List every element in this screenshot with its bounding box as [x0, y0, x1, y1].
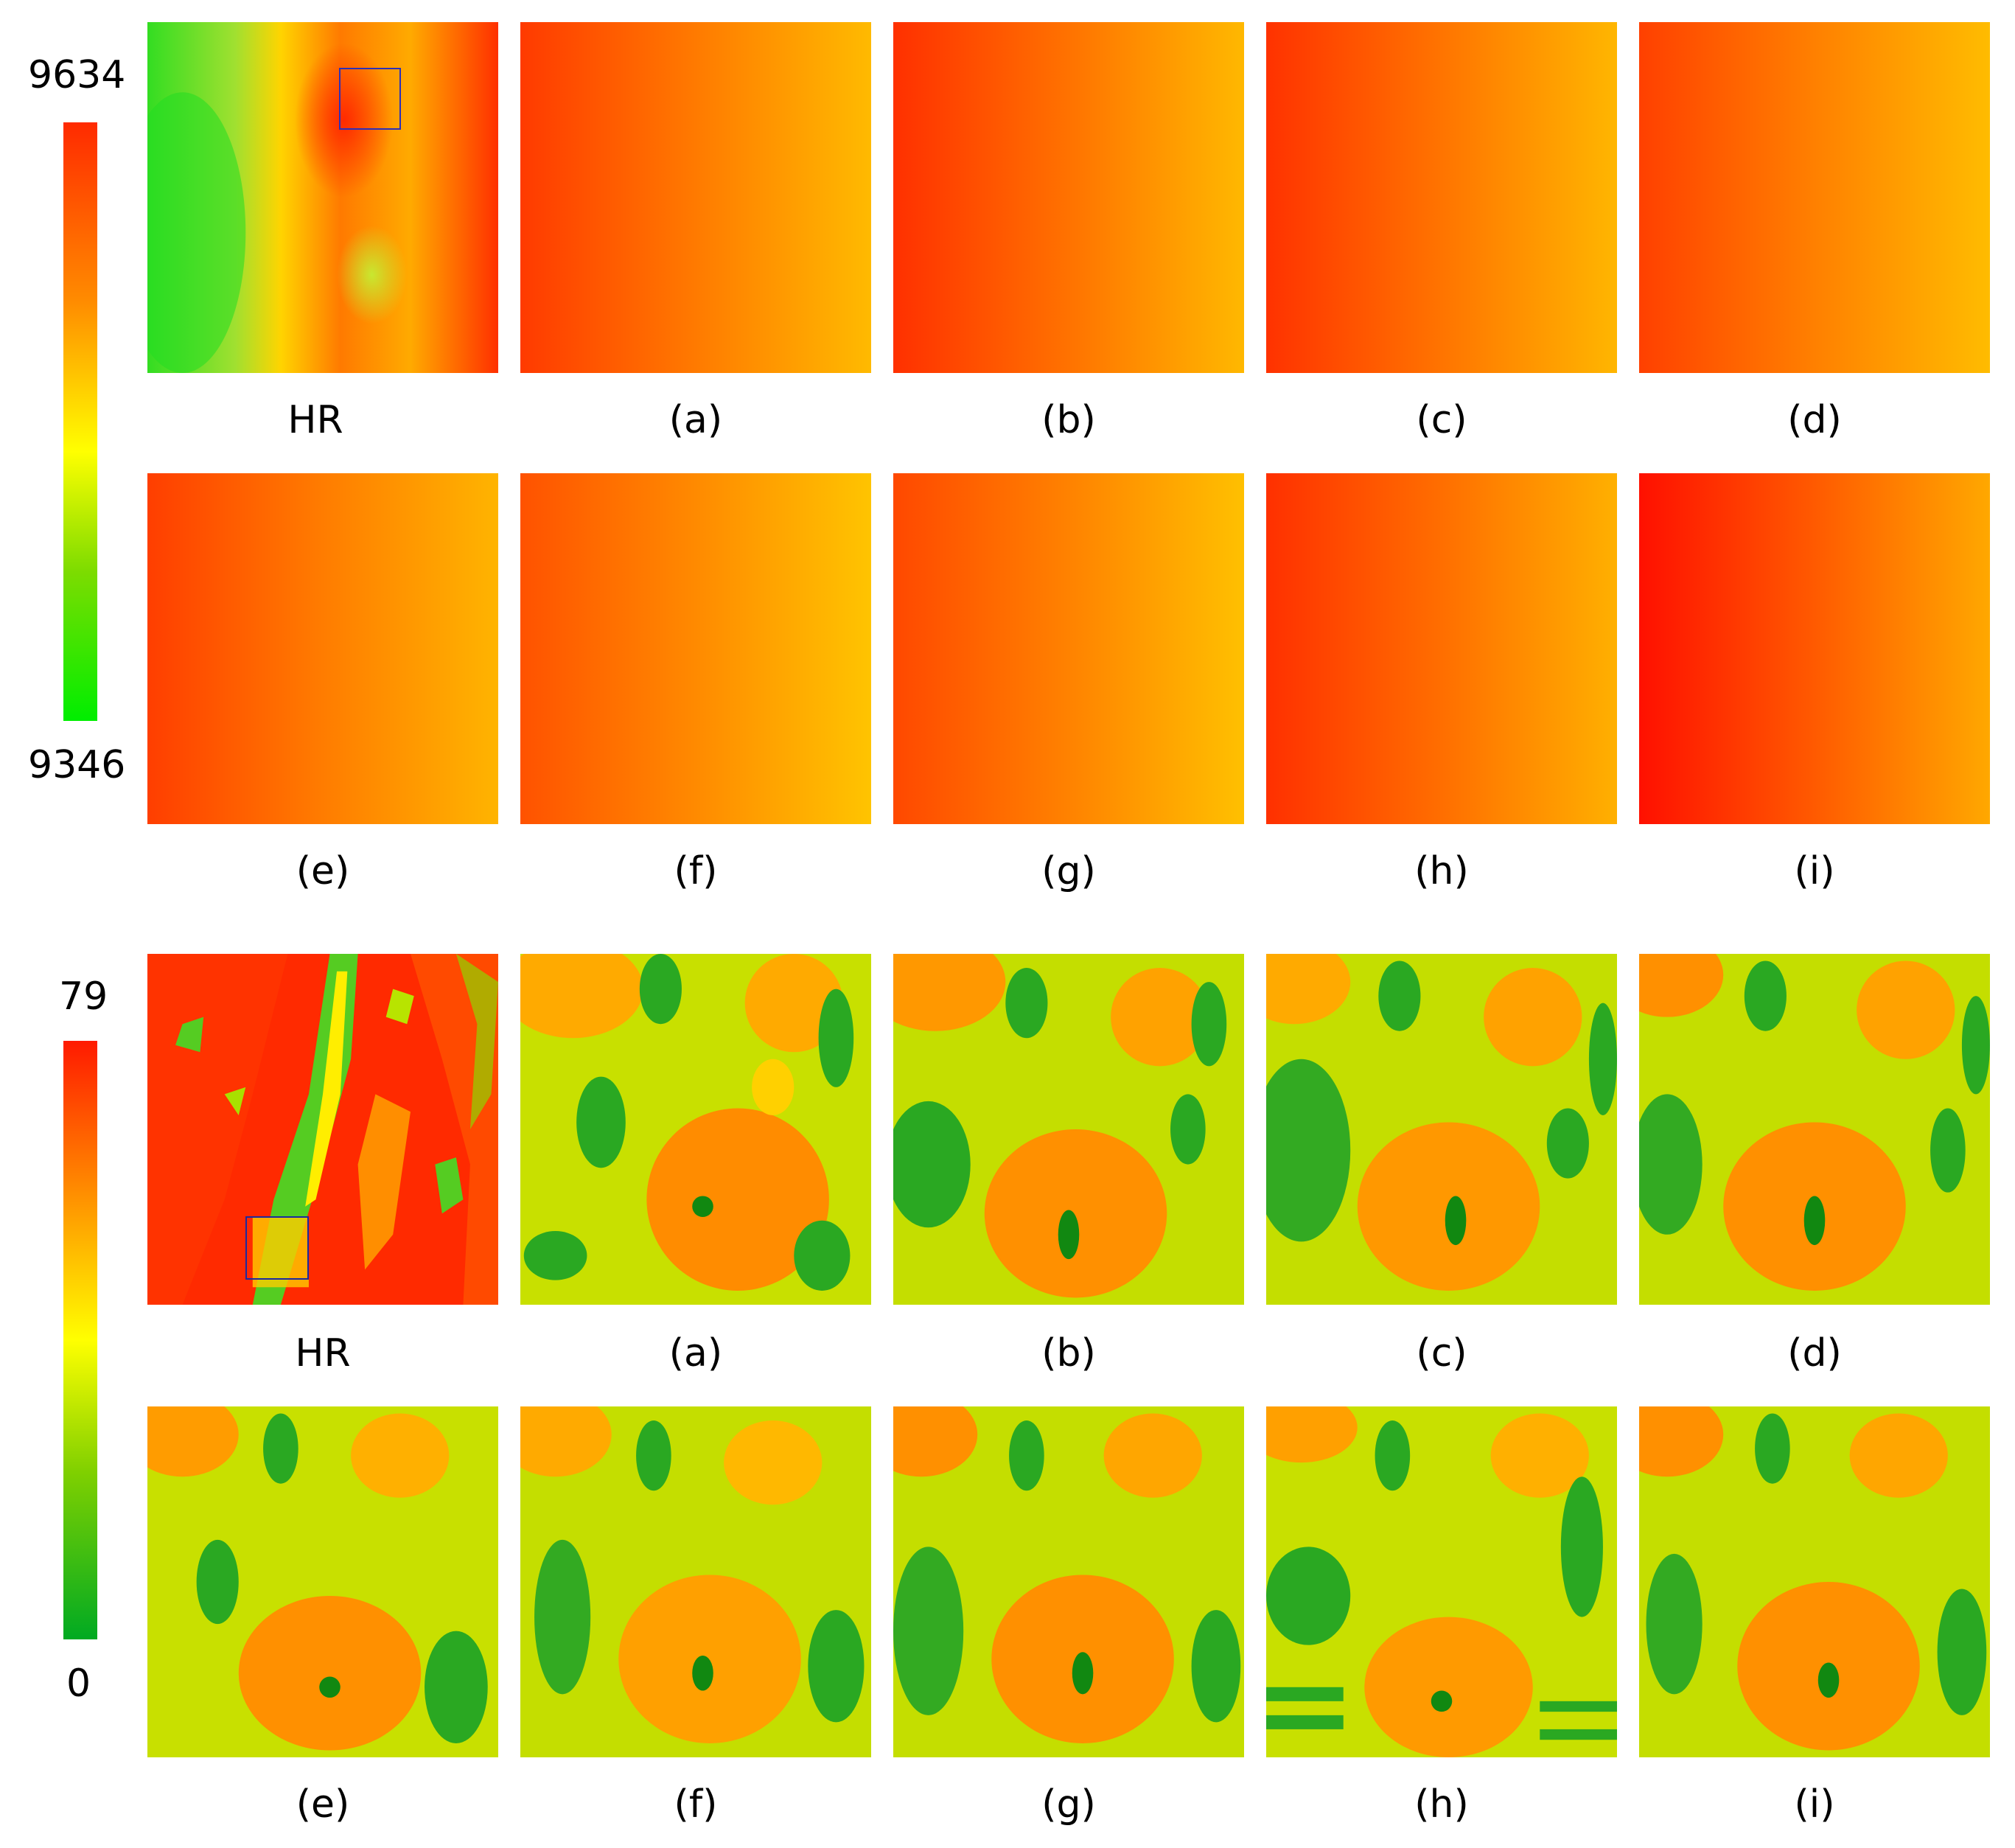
bottom-h-tile	[1266, 1406, 1617, 1757]
bottom-b-tile	[893, 954, 1244, 1305]
top-g-tile	[893, 473, 1244, 824]
top-d-tile	[1639, 22, 1990, 373]
top-caption-e: (e)	[296, 849, 350, 893]
bottom-hr-roi-box	[245, 1216, 309, 1280]
top-caption-h: (h)	[1414, 849, 1469, 893]
top-caption-f: (f)	[674, 849, 718, 893]
bottom-colorbar	[63, 1041, 97, 1639]
top-a-tile	[520, 22, 871, 373]
bottom-caption-d: (d)	[1787, 1331, 1842, 1375]
bottom-caption-a: (a)	[668, 1331, 723, 1375]
top-hr-tile	[147, 22, 498, 373]
top-b-tile	[893, 22, 1244, 373]
bottom-caption-e: (e)	[296, 1782, 350, 1827]
bottom-caption-h: (h)	[1414, 1782, 1469, 1827]
bottom-f-tile	[520, 1406, 871, 1757]
bottom-caption-c: (c)	[1416, 1331, 1467, 1375]
top-e-tile	[147, 473, 498, 824]
top-colorbar	[63, 122, 97, 721]
top-colorbar-min-label: 9346	[28, 743, 126, 787]
bottom-i-tile	[1639, 1406, 1990, 1757]
bottom-caption-g: (g)	[1041, 1782, 1096, 1827]
bottom-colorbar-max-label: 79	[59, 974, 108, 1019]
top-caption-i: (i)	[1794, 849, 1835, 893]
top-caption-g: (g)	[1041, 849, 1096, 893]
bottom-hr-tile	[147, 954, 498, 1305]
top-c-tile	[1266, 22, 1617, 373]
bottom-c-tile	[1266, 954, 1617, 1305]
top-caption-b: (b)	[1041, 398, 1096, 442]
bottom-caption-i: (i)	[1794, 1782, 1835, 1827]
bottom-d-tile	[1639, 954, 1990, 1305]
top-caption-c: (c)	[1416, 398, 1467, 442]
top-i-tile	[1639, 473, 1990, 824]
top-f-tile	[520, 473, 871, 824]
bottom-caption-b: (b)	[1041, 1331, 1096, 1375]
top-colorbar-max-label: 9634	[28, 53, 126, 97]
top-h-tile	[1266, 473, 1617, 824]
bottom-e-tile	[147, 1406, 498, 1757]
top-caption-d: (d)	[1787, 398, 1842, 442]
top-caption-a: (a)	[668, 398, 723, 442]
top-caption-hr: HR	[287, 398, 343, 442]
bottom-g-tile	[893, 1406, 1244, 1757]
bottom-a-tile	[520, 954, 871, 1305]
bottom-caption-f: (f)	[674, 1782, 718, 1827]
top-hr-roi-box	[339, 68, 401, 130]
bottom-colorbar-min-label: 0	[66, 1662, 91, 1706]
bottom-caption-hr: HR	[295, 1331, 351, 1375]
